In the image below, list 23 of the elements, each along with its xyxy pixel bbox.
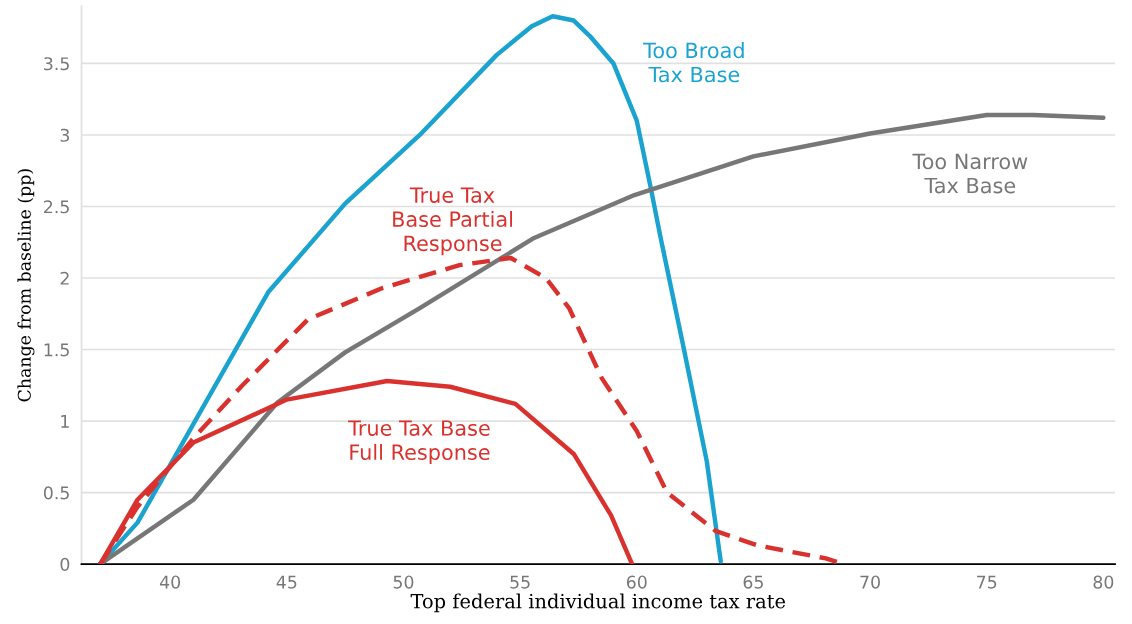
x-tick-label: 45	[276, 575, 297, 589]
x-tick-label: 60	[626, 575, 647, 589]
series-label: Too Broad Tax Base	[643, 42, 744, 83]
y-tick-label: 0.5	[43, 486, 69, 500]
series-label: Too Narrow Tax Base	[912, 153, 1028, 194]
y-tick-label: 3	[60, 128, 69, 142]
x-tick-label: 50	[393, 575, 414, 589]
x-tick-label: 75	[977, 575, 997, 589]
series-label: True Tax Base Partial Response	[393, 187, 512, 256]
y-tick-label: 0	[60, 557, 70, 571]
y-tick-label: 1	[61, 414, 69, 428]
y-tick-label: 2	[60, 271, 69, 285]
y-tick-label: 3.5	[44, 57, 69, 71]
x-tick-label: 55	[510, 575, 530, 589]
x-tick-label: 80	[1093, 575, 1114, 589]
y-axis-title: Change from baseline (pp)	[17, 169, 35, 402]
series-label: True Tax Base Full Response	[348, 420, 490, 465]
y-tick-label: 1.5	[44, 343, 69, 357]
x-tick-label: 65	[743, 575, 763, 589]
y-tick-label: 2.5	[44, 200, 69, 214]
x-tick-label: 40	[159, 575, 181, 589]
x-tick-label: 70	[860, 575, 880, 589]
x-axis-title: Top federal individual income tax rate	[410, 593, 786, 613]
